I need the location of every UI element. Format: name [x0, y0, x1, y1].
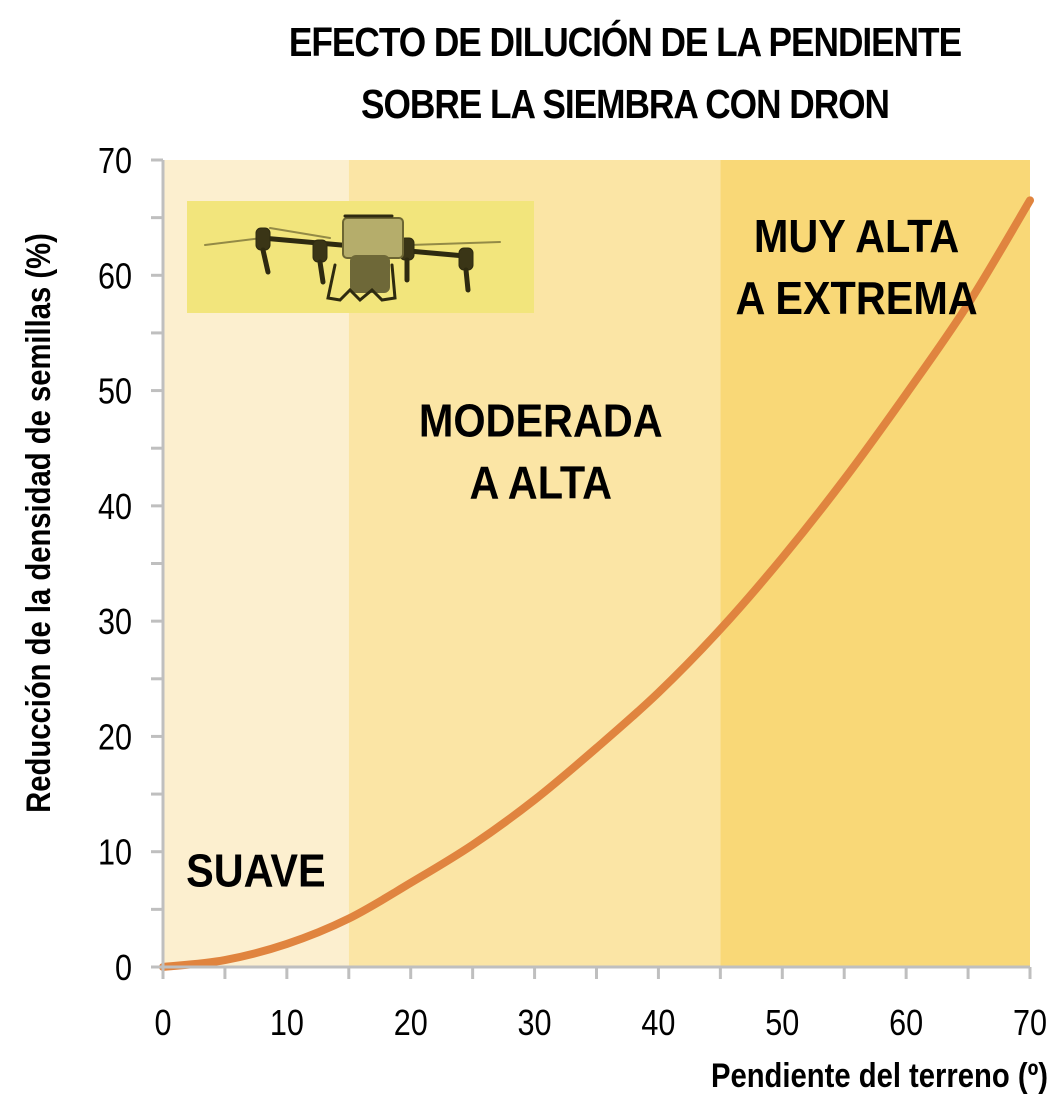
x-axis-label: Pendiente del terreno (º) [711, 1056, 1048, 1095]
y-tick-label: 60 [98, 257, 132, 297]
y-tick-label: 30 [98, 603, 132, 643]
data-line [159, 196, 1034, 971]
x-tick-label: 70 [1013, 1004, 1047, 1044]
y-axis-label: Reducción de la densidad de semillas (%) [19, 233, 58, 813]
region-label-2: MUY ALTA A EXTREMA [735, 211, 977, 325]
y-tick-label: 50 [98, 372, 132, 412]
x-tick-label: 40 [641, 1004, 675, 1044]
x-tick-label: 50 [765, 1004, 799, 1044]
x-tick-label: 30 [518, 1004, 552, 1044]
y-tick-label: 20 [98, 718, 132, 758]
drone-icon [204, 214, 501, 303]
y-tick-label: 40 [98, 488, 132, 528]
slope-regions [163, 160, 1030, 967]
x-tick-label: 60 [889, 1004, 923, 1044]
y-tick-label: 0 [115, 949, 132, 989]
drone-image [187, 201, 534, 313]
y-tick-label: 10 [98, 833, 132, 873]
x-tick-label: 0 [154, 1004, 171, 1044]
x-tick-label: 20 [394, 1004, 428, 1044]
region-labels: SUAVE MODERADA A ALTA MUY ALTA A EXTREMA [186, 211, 978, 897]
x-tick-label: 10 [270, 1004, 304, 1044]
chart-title-line-2: SOBRE LA SIEMBRA CON DRON [361, 81, 890, 127]
region-label-0: SUAVE [186, 845, 326, 897]
axes: 0 10 20 30 40 50 60 70 0 10 20 30 40 50 60 70 [98, 142, 1047, 1044]
y-tick-label: 70 [98, 142, 132, 182]
region-label-1: MODERADA A ALTA [419, 396, 663, 510]
chart-title-line-1: EFECTO DE DILUCIÓN DE LA PENDIENTE [288, 19, 962, 65]
